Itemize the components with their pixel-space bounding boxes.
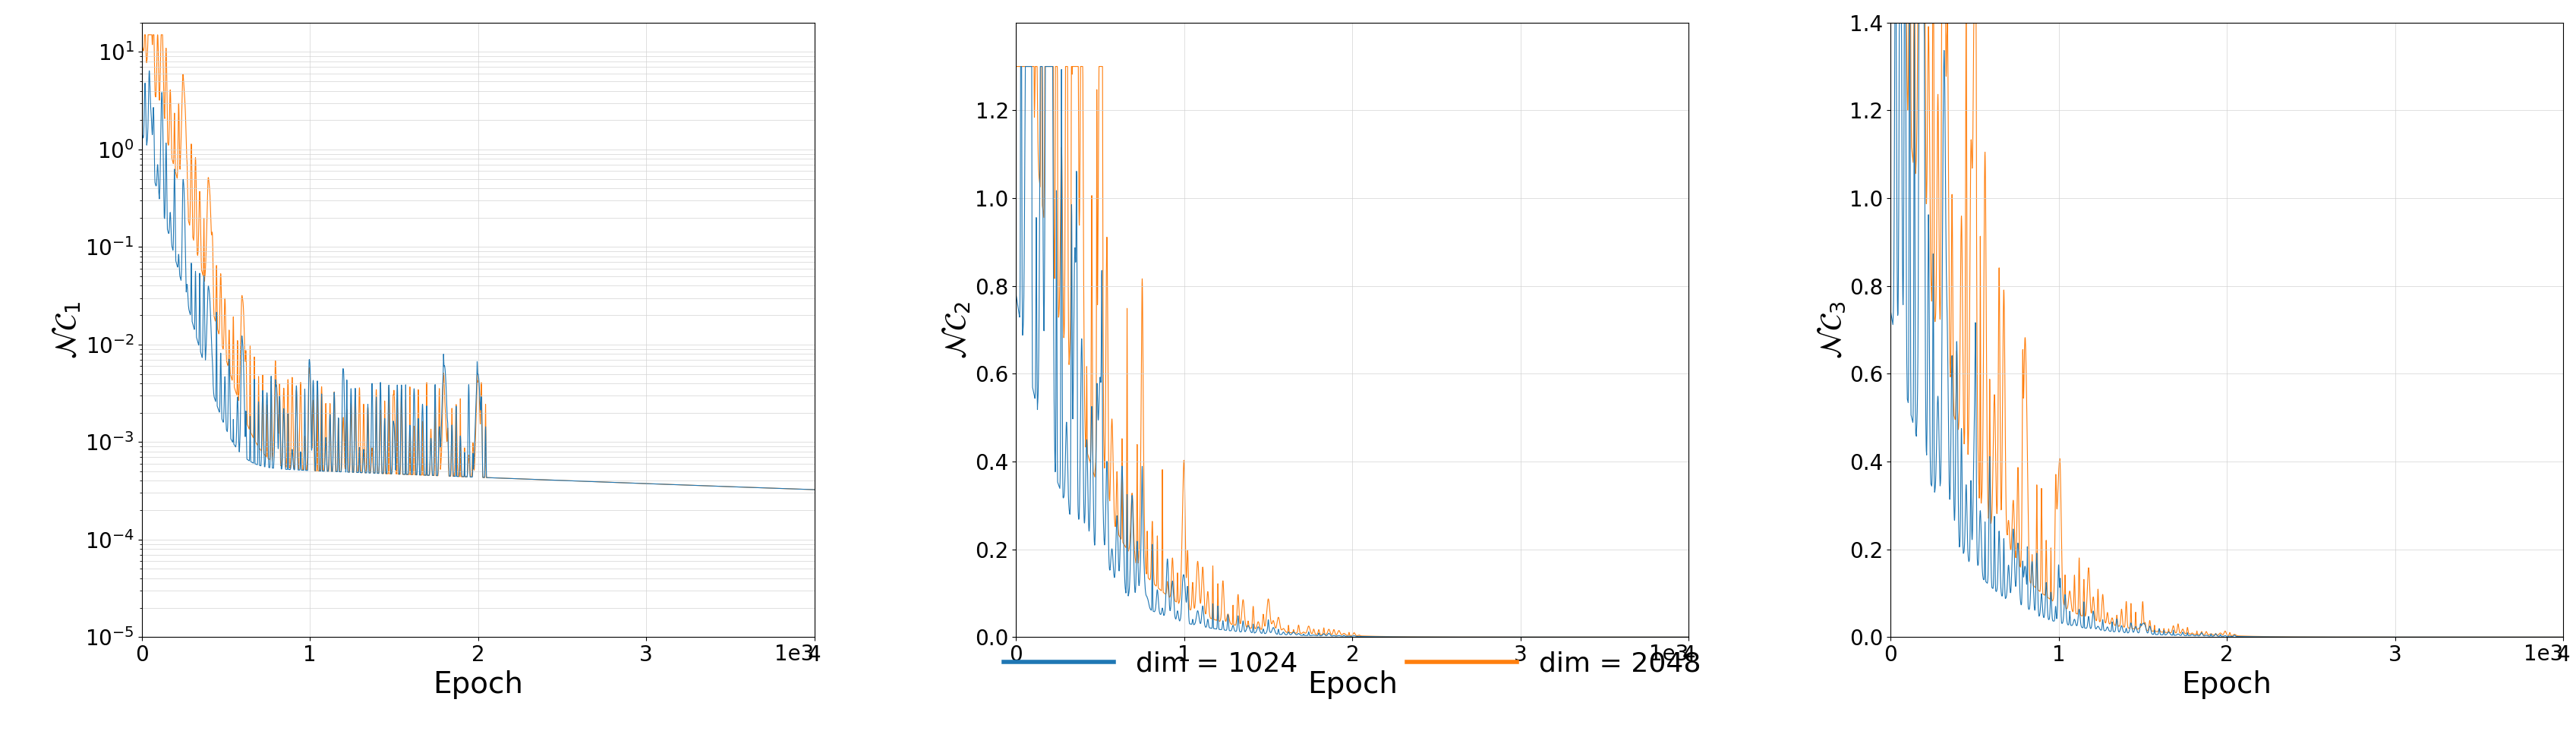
Text: 1e3: 1e3 bbox=[775, 643, 814, 665]
Y-axis label: $\mathcal{NC}_2$: $\mathcal{NC}_2$ bbox=[943, 301, 974, 358]
X-axis label: Epoch: Epoch bbox=[2182, 670, 2272, 699]
X-axis label: Epoch: Epoch bbox=[433, 670, 523, 699]
X-axis label: Epoch: Epoch bbox=[1306, 670, 1399, 699]
Legend: dim = 1024, dim = 2048: dim = 1024, dim = 2048 bbox=[1005, 651, 1700, 676]
Y-axis label: $\mathcal{NC}_3$: $\mathcal{NC}_3$ bbox=[1816, 300, 1847, 359]
Y-axis label: $\mathcal{NC}_1$: $\mathcal{NC}_1$ bbox=[52, 300, 82, 359]
Text: 1e3: 1e3 bbox=[2524, 643, 2563, 665]
Text: 1e3: 1e3 bbox=[1649, 643, 1690, 665]
